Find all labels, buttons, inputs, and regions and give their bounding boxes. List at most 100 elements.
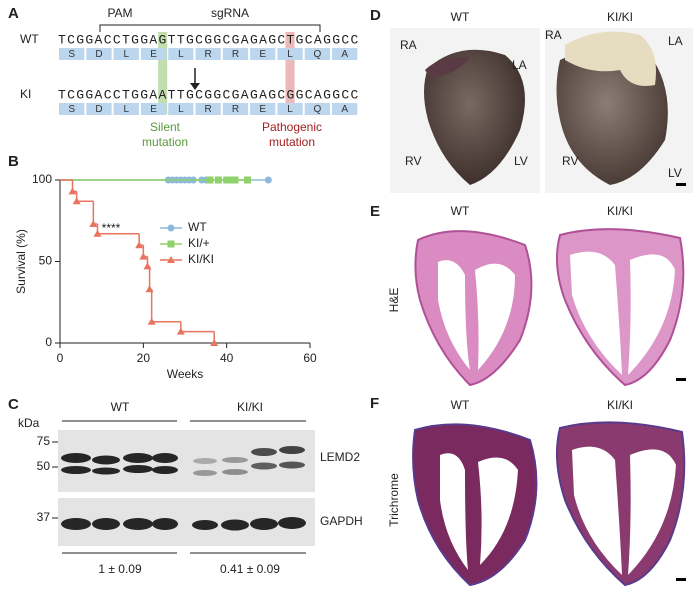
amino-acid: E [150,49,157,60]
amino-acid: E [259,104,266,115]
group-label: WT [111,400,130,414]
protein-label: GAPDH [320,514,363,528]
cavity [570,251,675,375]
marker [147,317,156,325]
amino-acid: S [68,104,75,115]
highlight [285,32,295,114]
amino-acid: R [232,49,239,60]
marker [244,176,251,184]
marker [231,176,239,184]
amino-acid: L [287,104,293,115]
amino-box [86,103,112,115]
amino-box [86,48,112,60]
atrium [425,57,470,78]
marker [135,241,144,249]
marker [72,197,81,205]
silent-label: mutation [142,135,188,149]
protein-label: LEMD2 [320,450,360,464]
chamber-label: RV [562,154,578,168]
amino-box [277,48,303,60]
heart [424,49,525,185]
marker [93,229,102,237]
quantification: 0.41 ± 0.09 [220,562,280,576]
amino-box [195,48,221,60]
pam-label: PAM [107,6,132,20]
group-label: WT [451,398,470,412]
bracket [99,24,321,32]
x-tick-label: 60 [303,351,317,365]
amino-acid: L [287,49,293,60]
marker [206,176,214,184]
marker [89,220,98,228]
cavity [438,260,515,370]
x-tick-label: 20 [137,351,151,365]
sequence-panel: WT TCGGACCTGGAGTTGCGGCGAGAGCTGCAGGCC S D L E L… [20,32,358,115]
y-tick-label: 50 [39,254,53,268]
amino-acid: L [123,104,129,115]
group-label: WT [451,204,470,218]
arrow-head [190,83,200,90]
amino-box [140,103,167,115]
amino-box [222,48,249,60]
cavity [572,446,676,575]
amino-box [250,48,276,60]
amino-box [222,103,249,115]
y-tick-label: 100 [32,172,52,186]
survival-chart: 0 50 100 0 20 40 60 Weeks Survival (%) **** WT KI/+… [14,172,317,381]
scale-bar [676,378,686,381]
scale-bar [676,183,686,186]
marker [167,240,175,248]
legend-label: KI/KI [188,252,214,266]
amino-acid: R [205,104,212,115]
pathogenic-label: mutation [269,135,315,149]
mw-label: 50 [37,459,51,473]
amino-acid: A [341,104,348,115]
x-tick-label: 0 [57,351,64,365]
chamber-label: LA [512,58,527,72]
dna-sequence: TCGGACCTGGAATTGCGGCGAGAGCGGCAGGCC [58,87,358,102]
amino-box [195,103,221,115]
amino-acid: E [150,104,157,115]
chamber-label: RV [405,154,421,168]
amino-acid: S [68,49,75,60]
group-label: KI/KI [607,204,633,218]
amino-box [332,103,358,115]
chamber-label: RA [545,28,562,42]
marker [167,224,175,232]
row-label: KI [20,87,31,101]
amino-acid: Q [313,49,321,60]
amino-box [304,48,330,60]
marker [143,262,152,270]
marker [68,187,77,195]
x-axis-label: Weeks [167,367,203,381]
stain-label: H&E [387,288,401,313]
marker [223,176,231,184]
amino-acid: L [178,49,184,60]
amino-acid: A [341,49,348,60]
amino-acid: D [95,104,102,115]
amino-box [59,48,85,60]
amino-box [59,103,85,115]
amino-acid: R [205,49,212,60]
amino-acid: R [232,104,239,115]
amino-box [168,103,194,115]
chamber-label: LV [668,166,682,180]
marker [227,176,235,184]
marker [210,339,219,346]
marker [264,176,272,184]
amino-box [304,103,330,115]
amino-acid: D [95,49,102,60]
panel-label: B [8,153,19,170]
marker [176,327,185,335]
amino-box [332,48,358,60]
quantification: 1 ± 0.09 [98,562,142,576]
amino-acid: L [123,49,129,60]
panel-label: F [370,395,379,412]
bands [61,446,306,531]
scale-bar [676,578,686,581]
amino-box [277,103,303,115]
marker [214,176,222,184]
group-label: KI/KI [237,400,263,414]
y-axis-label: Survival (%) [14,229,28,294]
